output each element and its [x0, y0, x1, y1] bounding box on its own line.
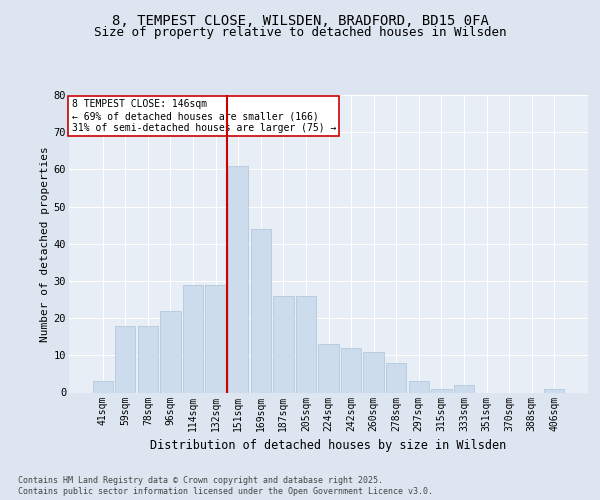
Bar: [160, 310, 181, 392]
Text: 8, TEMPEST CLOSE, WILSDEN, BRADFORD, BD15 0FA: 8, TEMPEST CLOSE, WILSDEN, BRADFORD, BD1…: [112, 14, 488, 28]
Bar: [228, 166, 248, 392]
Text: Contains public sector information licensed under the Open Government Licence v3: Contains public sector information licen…: [18, 488, 433, 496]
Bar: [115, 326, 136, 392]
Bar: [431, 389, 452, 392]
Bar: [364, 352, 384, 393]
Text: Size of property relative to detached houses in Wilsden: Size of property relative to detached ho…: [94, 26, 506, 39]
Bar: [409, 382, 429, 392]
Bar: [386, 363, 406, 392]
Bar: [273, 296, 293, 392]
Text: Contains HM Land Registry data © Crown copyright and database right 2025.: Contains HM Land Registry data © Crown c…: [18, 476, 383, 485]
Bar: [205, 284, 226, 393]
Text: 8 TEMPEST CLOSE: 146sqm
← 69% of detached houses are smaller (166)
31% of semi-d: 8 TEMPEST CLOSE: 146sqm ← 69% of detache…: [71, 100, 336, 132]
Bar: [138, 326, 158, 392]
X-axis label: Distribution of detached houses by size in Wilsden: Distribution of detached houses by size …: [151, 439, 506, 452]
Bar: [92, 382, 113, 392]
Bar: [296, 296, 316, 392]
Bar: [251, 229, 271, 392]
Bar: [319, 344, 338, 393]
Bar: [341, 348, 361, 393]
Bar: [544, 389, 565, 392]
Y-axis label: Number of detached properties: Number of detached properties: [40, 146, 50, 342]
Bar: [183, 284, 203, 393]
Bar: [454, 385, 474, 392]
